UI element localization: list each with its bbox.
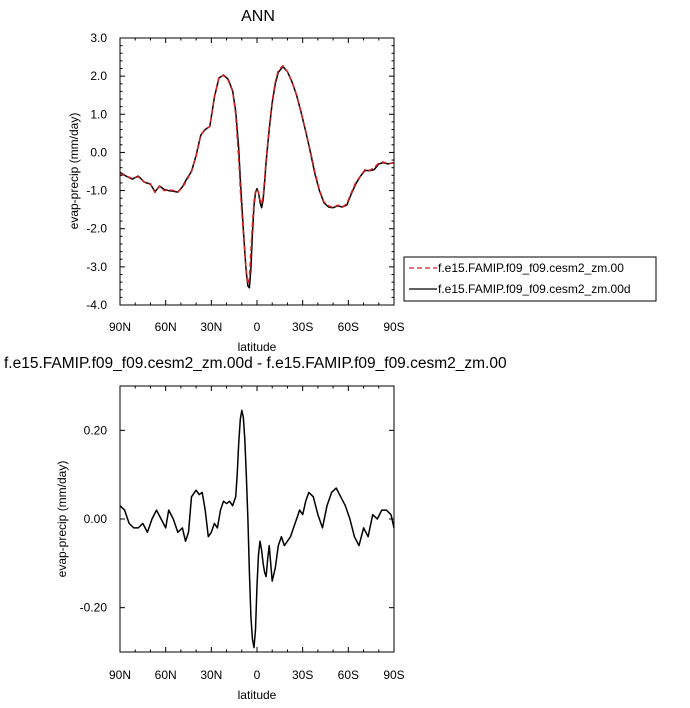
bottom-x-tick-label: 30N bbox=[200, 668, 222, 682]
bottom-y-tick-label: 0.20 bbox=[84, 423, 108, 437]
bottom-x-tick-label: 60N bbox=[155, 668, 177, 682]
top-y-tick-label: 3.0 bbox=[90, 31, 107, 45]
bottom-y-tick-label: -0.20 bbox=[80, 601, 108, 615]
top-x-tick-label: 60S bbox=[338, 320, 359, 334]
top-x-tick-label: 60N bbox=[155, 320, 177, 334]
bottom-x-tick-label: 60S bbox=[338, 668, 359, 682]
top-y-tick-label: 1.0 bbox=[90, 107, 107, 121]
top-y-tick-label: 2.0 bbox=[90, 69, 107, 83]
top-x-tick-label: 90N bbox=[109, 320, 131, 334]
top-x-tick-label: 90S bbox=[383, 320, 404, 334]
top-y-axis-label: evap-precip (mm/day) bbox=[67, 113, 81, 230]
top-x-axis-label: latitude bbox=[238, 340, 277, 354]
legend: f.e15.FAMIP.f09_f09.cesm2_zm.00 f.e15.FA… bbox=[403, 256, 657, 302]
bottom-series-line-0 bbox=[119, 409, 395, 649]
bottom-x-tick-label: 90S bbox=[383, 668, 404, 682]
bottom-x-tick-label: 30S bbox=[292, 668, 313, 682]
bottom-panel: f.e15.FAMIP.f09_f09.cesm2_zm.00d - f.e15… bbox=[4, 355, 507, 702]
top-y-tick-label: -3.0 bbox=[86, 260, 107, 274]
top-x-tick-label: 30N bbox=[200, 320, 222, 334]
top-y-tick-label: -2.0 bbox=[86, 222, 107, 236]
bottom-x-tick-label: 0 bbox=[254, 668, 261, 682]
top-x-tick-label: 30S bbox=[292, 320, 313, 334]
top-panel: ANN 90N 60N 30N 0 30S 60S 90S 3.0 2.0 1.0 0.0 -1.0 -… bbox=[67, 8, 657, 354]
legend-label-1: f.e15.FAMIP.f09_f09.cesm2_zm.00d bbox=[438, 282, 631, 296]
top-chart-title: ANN bbox=[241, 8, 275, 25]
bottom-chart-title: f.e15.FAMIP.f09_f09.cesm2_zm.00d - f.e15… bbox=[4, 355, 507, 372]
top-series-line-1 bbox=[119, 65, 395, 289]
top-y-tick-label: -4.0 bbox=[86, 298, 107, 312]
bottom-y-axis-label: evap-precip (mm/day) bbox=[55, 461, 69, 578]
bottom-x-tick-label: 90N bbox=[109, 668, 131, 682]
top-series-line-0 bbox=[119, 65, 395, 285]
legend-box bbox=[403, 256, 657, 302]
top-y-tick-label: 0.0 bbox=[90, 145, 107, 159]
top-plot-frame bbox=[119, 37, 395, 306]
top-y-tick-label: -1.0 bbox=[86, 184, 107, 198]
bottom-y-tick-label: 0.00 bbox=[84, 512, 108, 526]
top-x-tick-label: 0 bbox=[254, 320, 261, 334]
legend-label-0: f.e15.FAMIP.f09_f09.cesm2_zm.00 bbox=[438, 261, 624, 275]
bottom-x-axis-label: latitude bbox=[238, 688, 277, 702]
